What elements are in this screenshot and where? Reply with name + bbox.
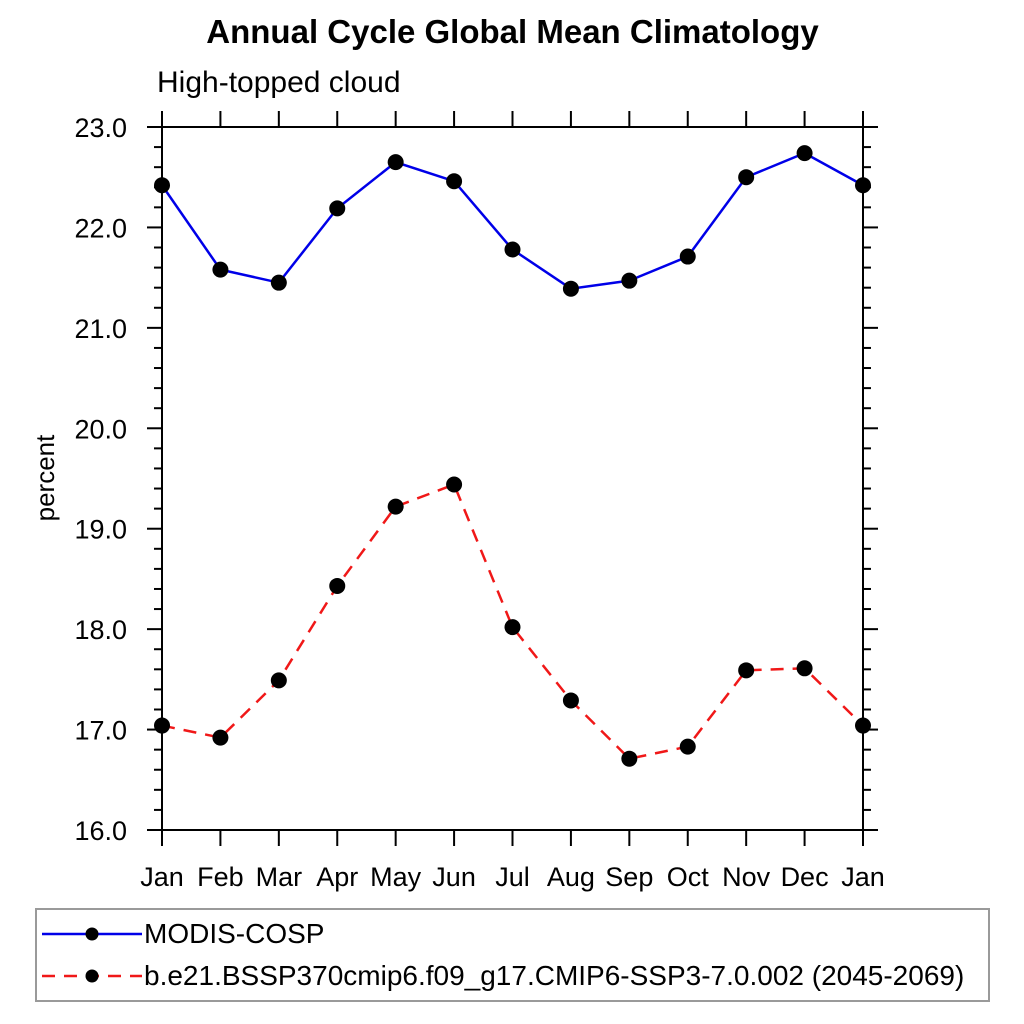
data-point [154,717,170,734]
y-axis-ticks [147,126,878,831]
legend-item-0: MODIS-COSP [40,913,988,955]
legend-marker-icon [85,927,99,941]
series-markers-0 [154,145,871,297]
data-point [679,738,696,755]
legend-line-sample [42,927,142,941]
x-axis-ticks [161,111,864,846]
x-tick-label: Jan [140,862,184,892]
y-axis-tick-labels: 16.0 17.0 18.0 19.0 20.0 21.0 22.0 23.0 [74,113,127,846]
data-point [679,248,696,265]
data-point [446,476,463,493]
data-point [329,577,346,594]
x-tick-label: Oct [667,862,710,892]
y-tick-label: 18.0 [74,615,127,645]
data-point [329,200,346,217]
data-point [855,717,871,734]
data-point [738,662,755,679]
x-tick-label: Jan [841,862,885,892]
data-point [446,173,463,190]
data-point [270,672,287,689]
data-point [387,498,404,515]
legend-marker-icon [85,969,99,983]
y-tick-label: 22.0 [74,213,127,243]
series-line-0 [160,151,864,290]
chart-subtitle: High-topped cloud [157,66,401,99]
data-point [562,280,579,297]
data-point [621,272,638,289]
y-tick-label: 19.0 [74,515,127,545]
legend-box: MODIS-COSP b.e21.BSSP370cmip6.f09_g17.CMI… [35,908,990,1002]
x-tick-label: Jul [495,862,530,892]
x-tick-label: Apr [316,862,358,892]
data-point [270,274,287,291]
data-point [504,619,521,636]
axis-frame [161,126,864,831]
data-point [796,145,813,162]
x-axis-tick-labels: Jan Feb Mar Apr May Jun Jul Aug Sep Oct Nov Dec Jan [140,862,885,892]
y-tick-label: 16.0 [74,816,127,846]
series-markers-1 [154,476,871,767]
chart-title: Annual Cycle Global Mean Climatology [206,13,819,50]
data-point [212,729,229,746]
legend-line-sample [42,969,142,983]
plot-svg: 16.0 17.0 18.0 19.0 20.0 21.0 22.0 23.0 Jan Feb Ma… [74,111,885,892]
data-point [504,241,521,258]
x-tick-label: Nov [722,862,771,892]
data-point [796,660,813,677]
x-tick-label: Sep [605,862,653,892]
x-tick-label: Mar [256,862,303,892]
x-tick-label: Feb [197,862,244,892]
y-tick-label: 20.0 [74,414,127,444]
x-tick-label: May [370,862,422,892]
data-point [154,177,170,194]
data-point [621,750,638,767]
data-point [738,169,755,186]
y-tick-label: 23.0 [74,113,127,143]
x-tick-label: Dec [781,862,829,892]
y-tick-label: 17.0 [74,716,127,746]
x-tick-label: Aug [547,862,595,892]
data-point [212,261,229,278]
legend-label: b.e21.BSSP370cmip6.f09_g17.CMIP6-SSP3-7.… [144,960,965,991]
legend-label: MODIS-COSP [144,918,325,949]
data-point [562,692,579,709]
data-point [387,154,404,171]
x-tick-label: Jun [432,862,476,892]
data-point [855,177,871,194]
y-tick-label: 21.0 [74,314,127,344]
legend-item-1: b.e21.BSSP370cmip6.f09_g17.CMIP6-SSP3-7.… [40,955,988,997]
